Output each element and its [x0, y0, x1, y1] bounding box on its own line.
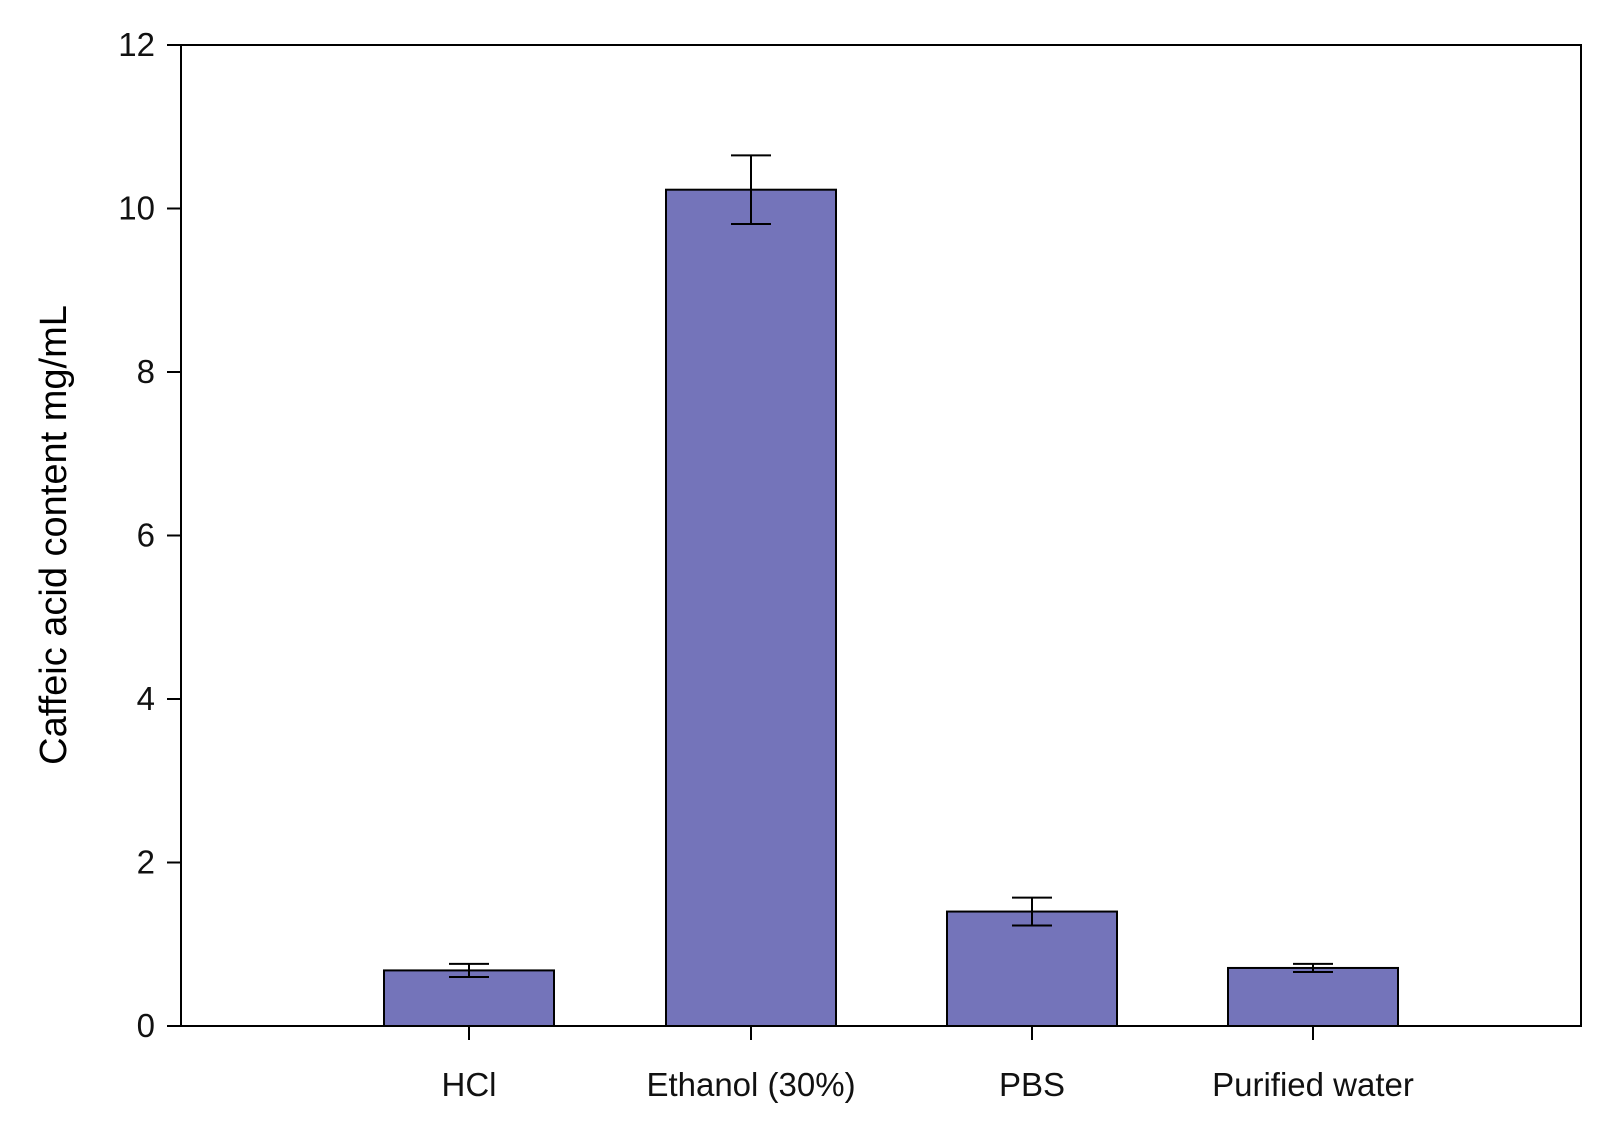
- x-axis: HCl Ethanol (30%) PBS Purified water: [442, 1026, 1414, 1103]
- x-tick-label: HCl: [442, 1066, 497, 1103]
- bars-group: [383, 188, 1399, 1028]
- y-axis: 0 2 4 6 8 10 12: [118, 26, 181, 1044]
- error-bars-group: [449, 154, 1333, 978]
- y-tick-label: 2: [137, 844, 155, 881]
- x-tick-label: Ethanol (30%): [646, 1066, 855, 1103]
- y-tick-label: 0: [137, 1007, 155, 1044]
- bar: [1227, 966, 1399, 1028]
- bar: [946, 910, 1118, 1027]
- y-tick-label: 12: [118, 26, 155, 63]
- plot-frame: [180, 44, 1582, 1027]
- x-tick-label: PBS: [999, 1066, 1065, 1103]
- y-tick-label: 8: [137, 353, 155, 390]
- y-axis-title: Caffeic acid content mg/mL: [33, 305, 75, 765]
- bar: [383, 969, 555, 1027]
- y-tick-label: 4: [137, 680, 155, 717]
- bar: [665, 188, 837, 1027]
- x-tick-label: Purified water: [1212, 1066, 1414, 1103]
- y-tick-label: 10: [118, 190, 155, 227]
- y-tick-label: 6: [137, 517, 155, 554]
